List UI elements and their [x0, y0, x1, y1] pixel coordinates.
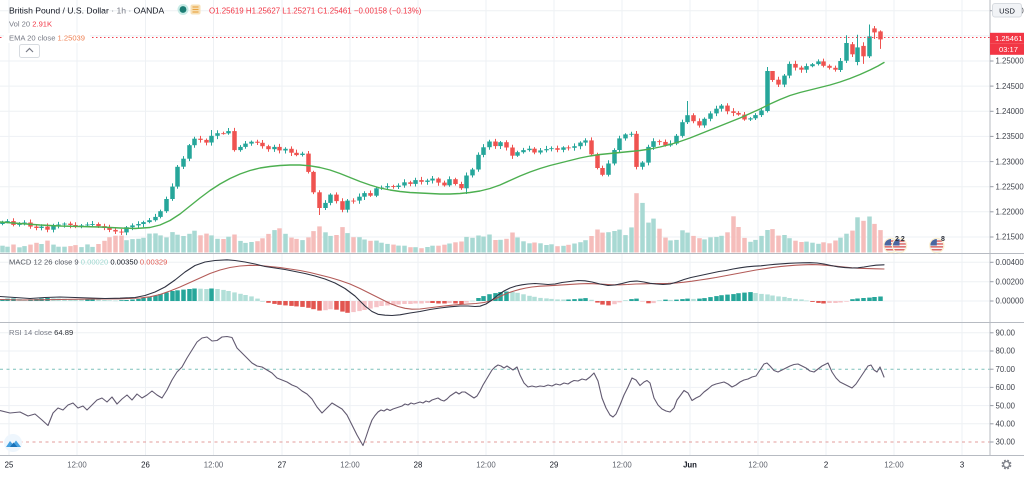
svg-text:EMA 20 close 1.25039: EMA 20 close 1.25039 — [9, 34, 85, 43]
svg-text:Jun: Jun — [683, 461, 697, 470]
svg-text:1.22500: 1.22500 — [996, 182, 1024, 191]
svg-text:0.00000: 0.00000 — [996, 297, 1024, 306]
svg-text:29: 29 — [550, 461, 559, 470]
svg-text:1.23500: 1.23500 — [996, 132, 1024, 141]
svg-text:O1.25619 H1.25627 L1.25271: O1.25619 H1.25627 L1.25271 C1.25461 −0.0… — [209, 7, 422, 16]
svg-text:50.00: 50.00 — [996, 401, 1016, 410]
svg-text:40.00: 40.00 — [996, 420, 1016, 429]
svg-text:1.22000: 1.22000 — [996, 208, 1024, 217]
svg-text:27: 27 — [278, 461, 287, 470]
svg-text:1.25461: 1.25461 — [995, 34, 1022, 43]
svg-text:8: 8 — [941, 236, 945, 243]
svg-text:1.24500: 1.24500 — [996, 82, 1024, 91]
svg-text:1.23000: 1.23000 — [996, 157, 1024, 166]
svg-text:25: 25 — [5, 461, 14, 470]
svg-text:60.00: 60.00 — [996, 383, 1016, 392]
svg-text:03:17: 03:17 — [999, 45, 1018, 54]
svg-text:MACD 12 26 close 9 0.00020 0.: MACD 12 26 close 9 0.00020 0.00350 0.003… — [9, 258, 167, 267]
svg-text:80.00: 80.00 — [996, 347, 1016, 356]
svg-text:0.00200: 0.00200 — [996, 277, 1024, 286]
svg-text:12:00: 12:00 — [204, 461, 224, 470]
svg-text:12:00: 12:00 — [476, 461, 496, 470]
svg-text:12:00: 12:00 — [612, 461, 632, 470]
svg-text:1.25000: 1.25000 — [996, 57, 1024, 66]
svg-text:12:00: 12:00 — [340, 461, 360, 470]
svg-text:3: 3 — [960, 461, 964, 470]
svg-text:Vol 20 2.91K: Vol 20 2.91K — [9, 20, 52, 29]
svg-text:12:00: 12:00 — [884, 461, 904, 470]
svg-text:90.00: 90.00 — [996, 329, 1016, 338]
svg-text:28: 28 — [414, 461, 423, 470]
svg-text:70.00: 70.00 — [996, 365, 1016, 374]
svg-text:1.21500: 1.21500 — [996, 233, 1024, 242]
svg-text:0.00400: 0.00400 — [996, 258, 1024, 267]
svg-text:26: 26 — [141, 461, 150, 470]
svg-text:30.00: 30.00 — [996, 438, 1016, 447]
svg-text:British Pound / U.S. Dollar ·: British Pound / U.S. Dollar · 1h · OANDA — [9, 6, 164, 16]
svg-text:RSI 14 close 64.89: RSI 14 close 64.89 — [9, 328, 73, 337]
svg-text:12:00: 12:00 — [748, 461, 768, 470]
svg-text:1.24000: 1.24000 — [996, 107, 1024, 116]
svg-text:USD: USD — [999, 7, 1015, 16]
svg-text:2 2: 2 2 — [895, 236, 905, 243]
svg-text:12:00: 12:00 — [67, 461, 87, 470]
svg-text:2: 2 — [824, 461, 828, 470]
